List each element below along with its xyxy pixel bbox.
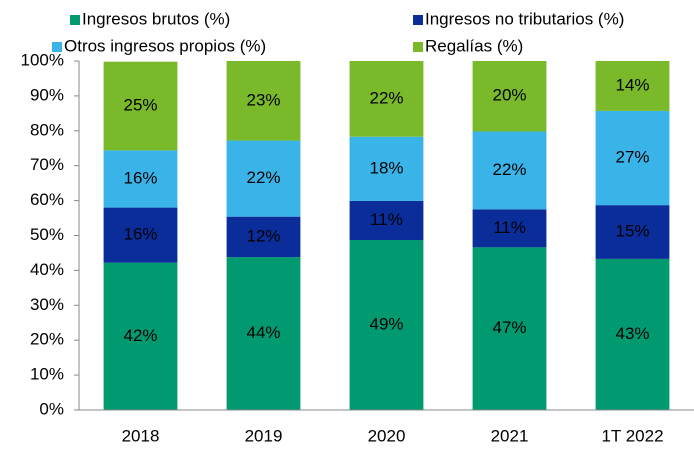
data-label: 42% — [123, 326, 157, 345]
bar-segment — [595, 258, 670, 410]
data-label: 14% — [615, 75, 649, 94]
data-label: 25% — [123, 96, 157, 115]
bar-segment — [226, 140, 301, 217]
y-tick-label: 100% — [21, 50, 64, 69]
x-tick-label: 2019 — [245, 426, 283, 445]
bar-segment — [595, 110, 670, 206]
bar-segment — [472, 247, 547, 410]
data-label: 16% — [123, 168, 157, 187]
x-tick-label: 1T 2022 — [601, 426, 663, 445]
data-label: 18% — [369, 158, 403, 177]
y-tick-label: 30% — [30, 295, 64, 314]
legend-swatch — [413, 15, 423, 25]
data-label: 11% — [370, 210, 403, 229]
y-tick-label: 80% — [30, 120, 64, 139]
y-tick-label: 90% — [30, 85, 64, 104]
y-tick-label: 20% — [30, 330, 64, 349]
x-tick-label: 2020 — [368, 426, 406, 445]
x-tick-label: 2018 — [122, 426, 160, 445]
data-label: 12% — [246, 226, 280, 245]
legend-swatch — [413, 42, 423, 52]
data-label: 22% — [246, 168, 280, 187]
bar-segment — [349, 240, 424, 410]
bar-segment — [472, 131, 547, 210]
data-label: 16% — [123, 225, 157, 244]
bar-segment — [226, 257, 301, 410]
data-label: 44% — [246, 323, 280, 342]
bar-segment — [595, 205, 670, 259]
bar-segment — [103, 207, 178, 263]
data-label: 11% — [493, 218, 526, 237]
bar-segment — [349, 61, 424, 137]
data-label: 22% — [492, 160, 526, 179]
bar-segment — [349, 200, 424, 241]
bar-segment — [472, 61, 547, 132]
data-label: 47% — [492, 318, 526, 337]
legend-label: Otros ingresos propios (%) — [64, 36, 266, 55]
bar-segment — [595, 61, 670, 111]
data-label: 22% — [369, 88, 403, 107]
y-tick-label: 50% — [30, 225, 64, 244]
bar-segment — [226, 61, 301, 141]
data-label: 43% — [615, 324, 649, 343]
bar-segment — [103, 150, 178, 208]
y-tick-label: 10% — [30, 365, 64, 384]
bar-segment — [349, 136, 424, 201]
data-label: 49% — [369, 315, 403, 334]
bar-segment — [226, 216, 301, 258]
y-tick-label: 0% — [39, 399, 64, 418]
data-label: 20% — [492, 86, 526, 105]
y-tick-label: 40% — [30, 260, 64, 279]
legend-label: Ingresos brutos (%) — [82, 9, 230, 28]
data-label: 27% — [615, 148, 649, 167]
data-label: 23% — [246, 90, 280, 109]
legend-label: Regalías (%) — [425, 36, 523, 55]
y-tick-label: 70% — [30, 155, 64, 174]
y-tick-label: 60% — [30, 190, 64, 209]
x-tick-label: 2021 — [491, 426, 529, 445]
legend-label: Ingresos no tributarios (%) — [425, 9, 624, 28]
bar-segment — [103, 262, 178, 410]
data-label: 15% — [615, 221, 649, 240]
bar-segment — [103, 61, 178, 151]
legend-swatch — [52, 42, 62, 52]
bar-segment — [472, 209, 547, 248]
legend-swatch — [70, 15, 80, 25]
